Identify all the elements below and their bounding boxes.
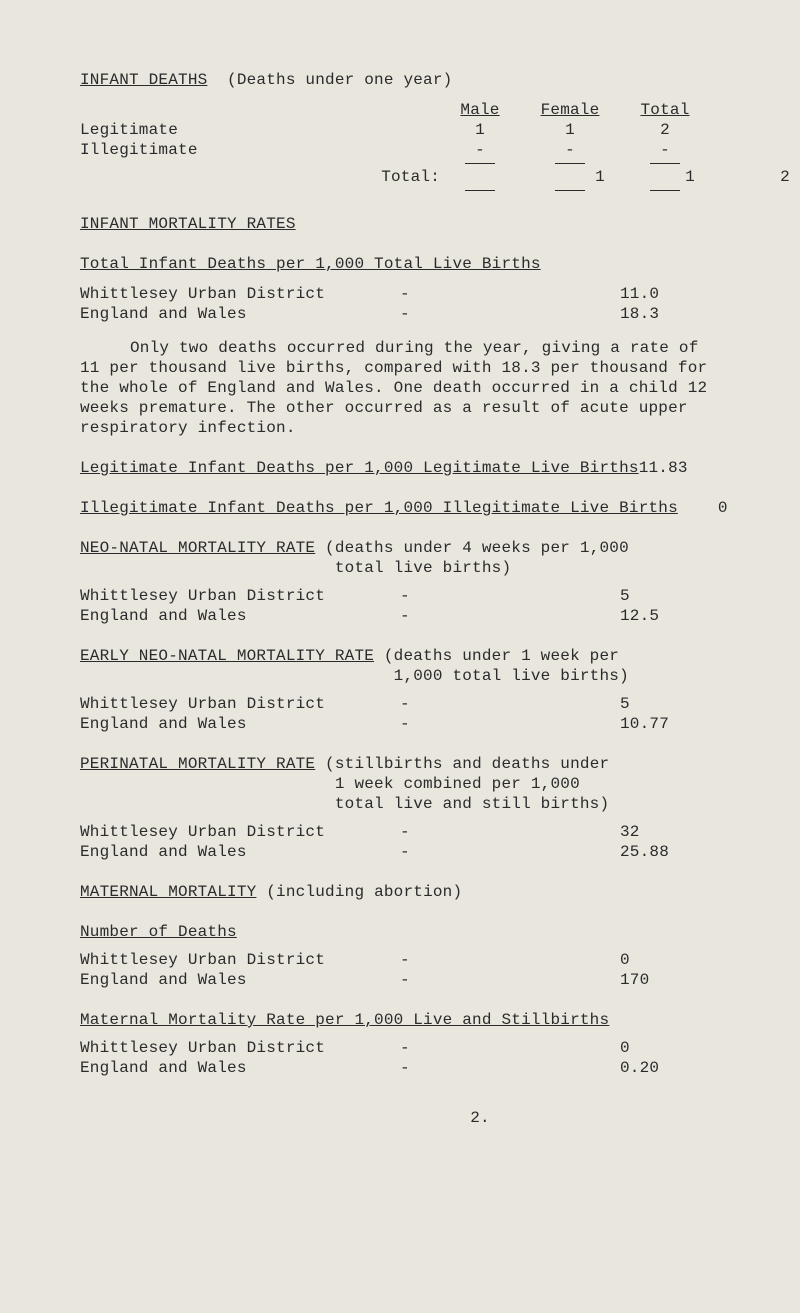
neo-suffix: (deaths under 4 weeks per 1,000 [315,538,629,558]
dash-icon: - [400,284,460,304]
illegit-value: 0 [678,498,800,518]
cell: - [520,140,620,160]
stat-label: England and Wales [80,1058,400,1078]
illegit-heading: Illegitimate Infant Deaths per 1,000 Ill… [80,499,678,517]
stat-label: Whittlesey Urban District [80,284,400,304]
maternal-suffix: (including abortion) [266,883,462,901]
stat-value: 32 [460,822,800,842]
stat-row: Whittlesey Urban District - 5 [80,694,800,714]
rule-icon [465,163,495,164]
spacer [80,100,440,120]
stat-value: 25.88 [460,842,800,862]
stat-value: 5 [460,694,800,714]
peri-suffix-3: total live and still births) [80,794,609,814]
peri-suffix: (stillbirths and deaths under [315,754,609,774]
cell: 1 [440,120,520,140]
cell: 1 [520,120,620,140]
cell: - [440,140,520,160]
cell: 2 [740,167,800,187]
legit-value: 11.83 [639,458,739,478]
stat-label: England and Wales [80,304,400,324]
stat-value: 11.0 [460,284,800,304]
cell: 1 [640,167,740,187]
early-neo-suffix: (deaths under 1 week per [374,646,619,666]
infant-deaths-suffix: (Deaths under one year) [207,70,452,90]
table-row: Illegitimate - - - [80,140,800,160]
stat-row: Whittlesey Urban District - 11.0 [80,284,800,304]
legit-heading: Legitimate Infant Deaths per 1,000 Legit… [80,459,639,477]
dash-icon: - [400,970,460,990]
stat-label: Whittlesey Urban District [80,694,400,714]
dash-icon: - [400,822,460,842]
cell: 1 [560,167,640,187]
stat-label: England and Wales [80,714,400,734]
dash-icon: - [400,714,460,734]
imr-heading: INFANT MORTALITY RATES [80,215,296,233]
rule-icon [555,163,585,164]
stat-value: 10.77 [460,714,800,734]
stat-label: England and Wales [80,970,400,990]
stat-value: 18.3 [460,304,800,324]
page-number: 2. [80,1108,800,1128]
stat-value: 5 [460,586,800,606]
dash-icon: - [400,1038,460,1058]
dash-icon: - [400,1058,460,1078]
stat-value: 12.5 [460,606,800,626]
early-neo-heading: EARLY NEO-NATAL MORTALITY RATE [80,646,374,666]
rule-icon [650,163,680,164]
col-header-male: Male [440,100,520,120]
stat-row: England and Wales - 10.77 [80,714,800,734]
stat-row: England and Wales - 170 [80,970,800,990]
stat-label: Whittlesey Urban District [80,822,400,842]
dash-icon: - [400,586,460,606]
stat-label: Whittlesey Urban District [80,1038,400,1058]
early-neo-suffix-2: 1,000 total live births) [80,666,629,686]
table-row: Legitimate 1 1 2 [80,120,800,140]
neo-suffix-2: total live births) [80,558,511,578]
stat-value: 0.20 [460,1058,800,1078]
stat-row: Whittlesey Urban District - 0 [80,950,800,970]
maternal-heading: MATERNAL MORTALITY [80,883,256,901]
infant-deaths-title: INFANT DEATHS [80,70,207,90]
dash-icon: - [400,606,460,626]
dash-icon: - [400,694,460,714]
rule-icon [650,190,680,191]
stat-row: England and Wales - 18.3 [80,304,800,324]
commentary-paragraph: Only two deaths occurred during the year… [80,338,720,438]
cell: - [620,140,710,160]
peri-suffix-2: 1 week combined per 1,000 [80,774,580,794]
total-row: Total: 1 1 2 [80,167,800,187]
neo-heading: NEO-NATAL MORTALITY RATE [80,538,315,558]
stat-row: Whittlesey Urban District - 5 [80,586,800,606]
stat-row: England and Wales - 0.20 [80,1058,800,1078]
stat-value: 170 [460,970,800,990]
stat-value: 0 [460,1038,800,1058]
col-header-female: Female [520,100,620,120]
stat-label: England and Wales [80,606,400,626]
stat-value: 0 [460,950,800,970]
stat-label: Whittlesey Urban District [80,950,400,970]
stat-label: Whittlesey Urban District [80,586,400,606]
row-label: Illegitimate [80,140,440,160]
stat-row: Whittlesey Urban District - 0 [80,1038,800,1058]
total-label: Total: [80,167,560,187]
stat-row: Whittlesey Urban District - 32 [80,822,800,842]
maternal-rate-heading: Maternal Mortality Rate per 1,000 Live a… [80,1011,609,1029]
dash-icon: - [400,304,460,324]
cell: 2 [620,120,710,140]
stat-row: England and Wales - 12.5 [80,606,800,626]
rule-icon [465,190,495,191]
row-label: Legitimate [80,120,440,140]
num-deaths-heading: Number of Deaths [80,923,237,941]
dash-icon: - [400,950,460,970]
peri-heading: PERINATAL MORTALITY RATE [80,754,315,774]
stat-row: England and Wales - 25.88 [80,842,800,862]
rule-icon [555,190,585,191]
stat-label: England and Wales [80,842,400,862]
infant-deaths-heading: INFANT DEATHS (Deaths under one year) [80,70,800,90]
col-header-total: Total [620,100,710,120]
total-infant-heading: Total Infant Deaths per 1,000 Total Live… [80,255,541,273]
dash-icon: - [400,842,460,862]
